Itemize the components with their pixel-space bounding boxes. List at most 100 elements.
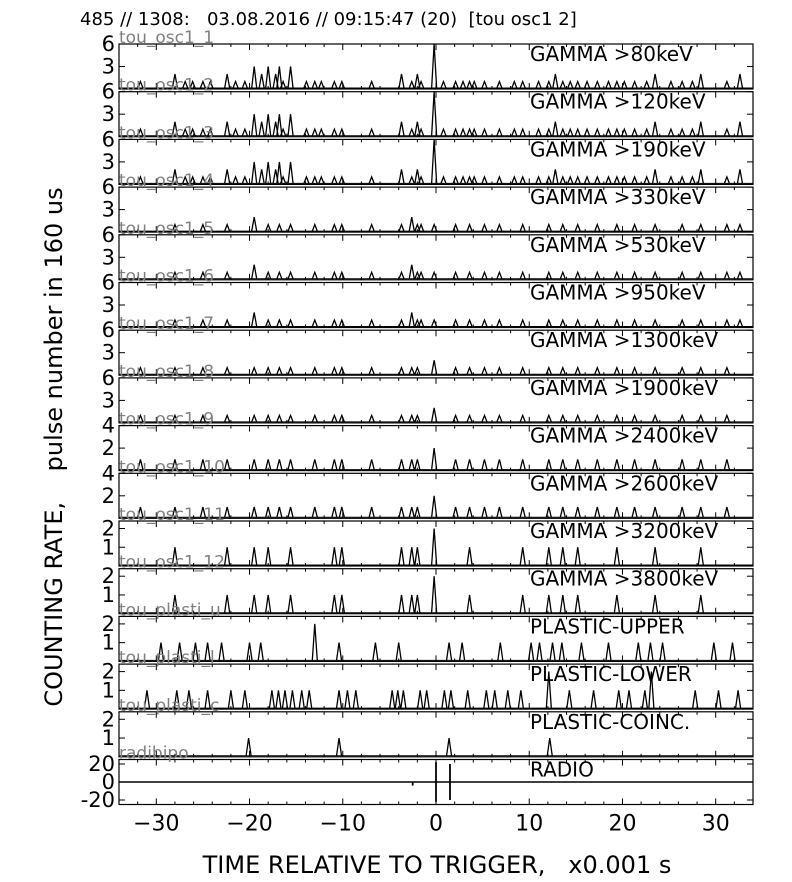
- signal-spike: [651, 73, 659, 89]
- panel-title: PLASTIC-LOWER: [530, 662, 692, 686]
- signal-spike: [251, 161, 258, 184]
- signal-spike: [232, 79, 239, 89]
- signal-spike: [171, 594, 179, 613]
- signal-spike: [613, 459, 621, 470]
- signal-spike: [207, 127, 214, 136]
- signal-spike: [414, 413, 421, 423]
- signal-spike: [338, 175, 345, 184]
- channel-name: tou_plasti_l: [119, 648, 215, 668]
- signal-spike: [251, 547, 258, 566]
- signal-spike: [496, 270, 503, 280]
- signal-spike: [552, 169, 559, 184]
- signal-spike: [430, 43, 438, 89]
- signal-spike: [276, 413, 283, 423]
- signal-spike: [430, 528, 438, 566]
- y-tick-label: 3: [102, 293, 115, 317]
- signal-spike: [258, 121, 265, 136]
- signal-spike: [567, 127, 574, 136]
- signal-spike: [723, 413, 731, 423]
- signal-spike: [430, 448, 438, 470]
- signal-spike: [736, 121, 744, 136]
- signal-spike: [287, 114, 294, 136]
- signal-spike: [368, 127, 375, 136]
- signal-spike: [137, 365, 144, 375]
- y-tick-label: 4: [102, 461, 115, 485]
- signal-spike: [251, 312, 258, 327]
- signal-spike: [137, 175, 144, 184]
- signal-spike: [459, 79, 467, 89]
- signal-spike: [171, 365, 179, 375]
- signal-spike: [276, 459, 283, 470]
- signal-spike: [287, 506, 294, 518]
- signal-spike: [559, 79, 566, 89]
- signal-spike: [394, 690, 401, 709]
- panel-frame: [118, 615, 754, 663]
- signal-spike: [398, 270, 405, 280]
- signal-spike: [466, 222, 473, 232]
- signal-spike: [574, 79, 581, 89]
- signal-spike: [414, 73, 421, 89]
- signal-spike: [459, 175, 467, 184]
- x-tick-label: −30: [133, 812, 179, 837]
- signal-spike: [408, 175, 415, 184]
- signal-spike: [414, 459, 421, 470]
- signal-spike: [631, 175, 638, 184]
- signal-spike: [545, 594, 552, 613]
- panel-tou_osc1_7: 36 tou_osc1_7 GAMMA >1300keV: [102, 314, 754, 376]
- signal-spike: [679, 365, 686, 375]
- y-tick-label: 6: [102, 175, 115, 199]
- signal-spike: [276, 114, 283, 136]
- signal-spike: [265, 459, 272, 470]
- signal-spike: [517, 690, 524, 709]
- signal-spike: [679, 459, 686, 470]
- signal-spike: [265, 161, 272, 184]
- signal-spike: [496, 175, 503, 184]
- signal-spike: [279, 79, 287, 89]
- signal-spike: [511, 175, 518, 184]
- signal-spike: [192, 642, 199, 661]
- signal-spike: [689, 127, 696, 136]
- signal-spike: [430, 139, 438, 184]
- signal-spike: [527, 642, 535, 661]
- signal-spike: [545, 318, 552, 327]
- signal-spike: [559, 175, 566, 184]
- signal-spike: [199, 79, 207, 89]
- signal-spike: [368, 270, 375, 280]
- signal-spike: [311, 506, 318, 518]
- signal-spike: [643, 175, 650, 184]
- signal-spike: [318, 175, 325, 184]
- signal-spike: [398, 459, 405, 470]
- signal-spike: [631, 459, 638, 470]
- signal-spike: [289, 690, 296, 709]
- y-axis-label: COUNTING RATE, pulse number in 160 us: [40, 187, 68, 707]
- signal-spike: [605, 175, 612, 184]
- signal-spike: [171, 318, 179, 327]
- panel-title: GAMMA >950keV: [530, 281, 706, 305]
- signal-spike: [574, 547, 581, 566]
- signal-spike: [659, 642, 666, 661]
- signal-spike: [251, 413, 258, 423]
- signal-spike: [447, 690, 455, 709]
- panel-tou_osc1_5: 36 tou_osc1_5 GAMMA >530keV: [102, 219, 754, 281]
- signal-spike: [519, 222, 526, 232]
- signal-spike: [311, 318, 318, 327]
- signal-spike: [594, 175, 601, 184]
- signal-spike: [566, 690, 573, 709]
- signal-spike: [224, 222, 231, 232]
- signal-spike: [466, 79, 473, 89]
- signal-spike: [466, 127, 473, 136]
- signal-spike: [414, 594, 421, 613]
- signal-spike: [734, 690, 742, 709]
- signal-spike: [430, 91, 438, 136]
- signal-spike: [631, 270, 638, 280]
- x-axis-label: TIME RELATIVE TO TRIGGER, x0.001 s: [202, 851, 672, 879]
- signal-spike: [466, 175, 473, 184]
- signal-spike: [318, 127, 325, 136]
- signal-spike: [335, 690, 343, 709]
- signal-spike: [483, 690, 490, 709]
- signal-spike: [458, 642, 466, 661]
- signal-spike: [631, 413, 638, 423]
- signal-spike: [417, 127, 425, 136]
- signal-spike: [265, 66, 272, 89]
- signal-spike: [199, 459, 207, 470]
